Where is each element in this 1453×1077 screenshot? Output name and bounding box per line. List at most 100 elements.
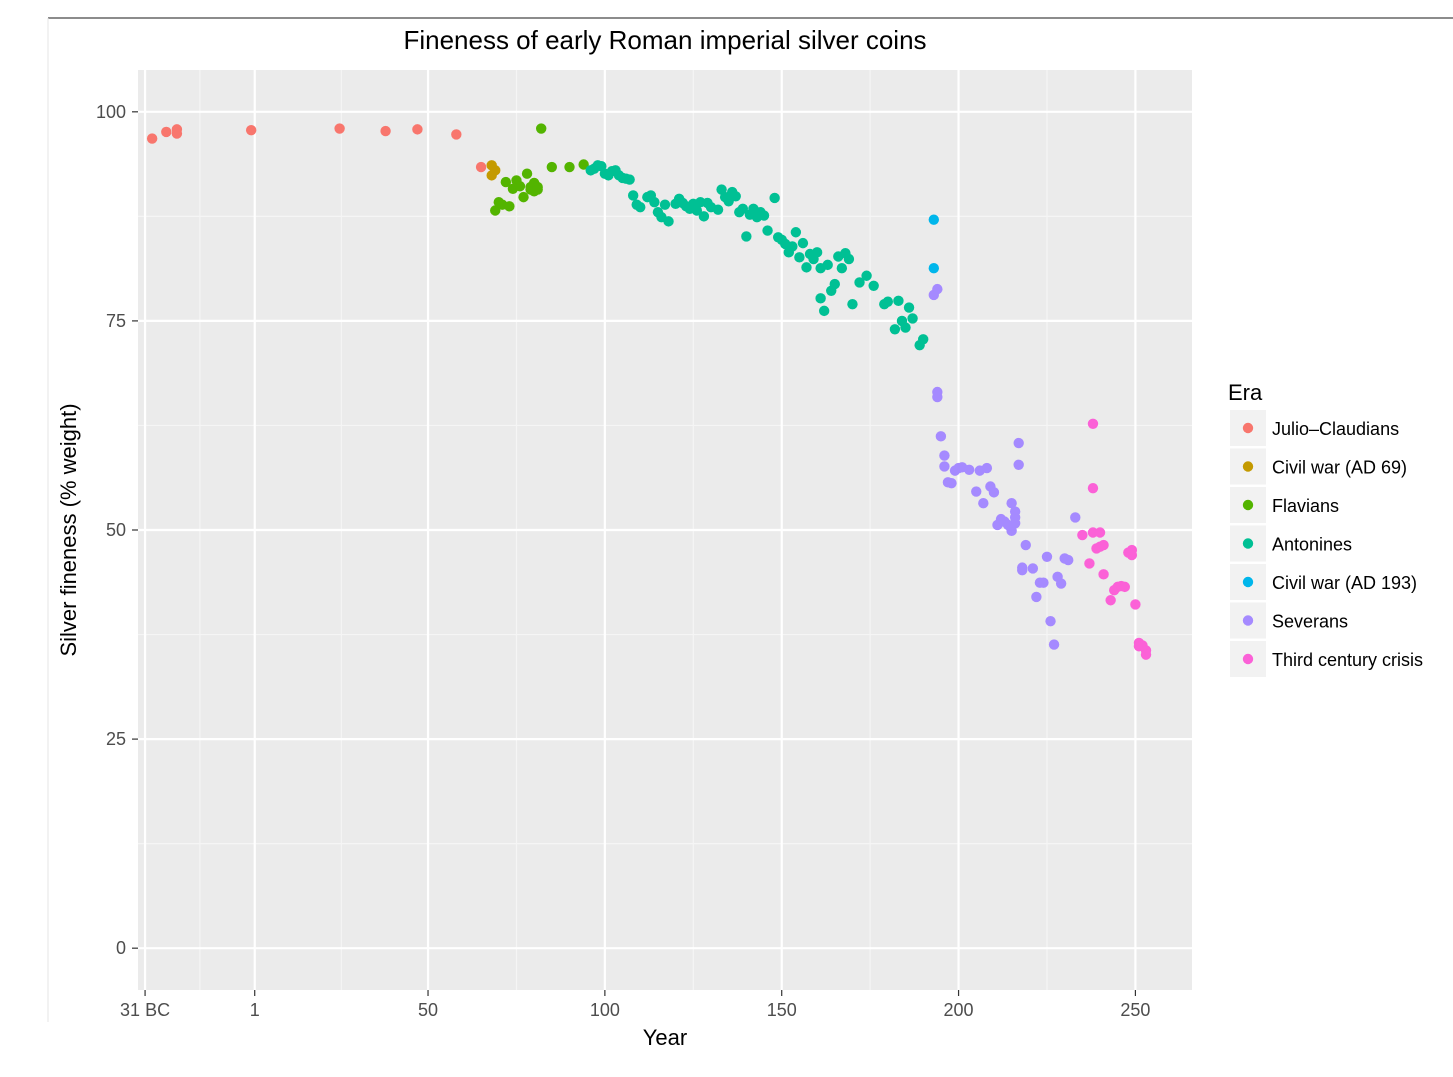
data-point	[146, 133, 158, 144]
data-point	[1087, 418, 1099, 429]
data-point	[762, 225, 773, 236]
data-point	[730, 191, 741, 202]
data-point	[1098, 569, 1109, 580]
data-point	[988, 487, 1000, 498]
legend-item: Severans	[1230, 602, 1348, 639]
major-gridlines	[138, 70, 1192, 990]
data-point	[1031, 591, 1042, 603]
data-point	[334, 123, 345, 134]
data-point	[1077, 529, 1088, 541]
series-2	[490, 123, 589, 216]
data-point	[903, 302, 915, 313]
data-point	[946, 477, 957, 489]
x-tick-label: 1	[250, 1000, 260, 1020]
data-point	[978, 498, 989, 509]
data-point	[1038, 577, 1049, 588]
series-0	[146, 123, 487, 173]
data-point	[380, 125, 391, 137]
data-point	[932, 283, 943, 295]
data-point	[963, 464, 975, 475]
data-point	[939, 450, 950, 461]
y-axis-title: Silver fineness (% weight)	[56, 403, 81, 656]
legend-item: Flavians	[1230, 487, 1339, 523]
data-point	[712, 204, 724, 215]
data-point	[627, 190, 639, 201]
chart-title: Fineness of early Roman imperial silver …	[403, 25, 926, 55]
legend-item: Antonines	[1230, 525, 1352, 562]
data-point	[1013, 459, 1024, 470]
data-point	[161, 126, 172, 138]
legend-label: Julio–Claudians	[1272, 419, 1399, 439]
data-point	[171, 128, 183, 139]
data-point	[451, 129, 462, 140]
data-point	[1063, 554, 1074, 566]
data-point	[1126, 549, 1138, 561]
data-point	[889, 324, 901, 335]
legend-swatch	[1242, 422, 1254, 434]
legend-item: Julio–Claudians	[1230, 410, 1399, 446]
data-point	[928, 263, 940, 274]
data-point	[737, 203, 749, 215]
data-point	[635, 201, 646, 213]
data-point	[843, 253, 855, 265]
y-tick-label: 25	[106, 729, 126, 749]
data-point	[245, 125, 257, 136]
legend-swatch	[1242, 499, 1254, 511]
data-point	[1020, 539, 1031, 551]
data-point	[536, 123, 547, 134]
data-point	[801, 262, 812, 273]
legend-swatch	[1242, 653, 1254, 665]
legend-label: Third century crisis	[1272, 650, 1423, 670]
series-3	[585, 160, 929, 351]
series-4	[928, 214, 940, 274]
legend-swatch	[1242, 538, 1254, 549]
data-point	[847, 298, 858, 310]
x-axis: 31 BC 1 50 100 150 200 250	[120, 990, 1150, 1020]
data-point	[521, 168, 533, 179]
x-tick-label: 31 BC	[120, 1000, 170, 1020]
data-point	[882, 296, 894, 307]
data-point	[1013, 437, 1024, 449]
data-point	[1017, 564, 1028, 576]
legend-label: Flavians	[1272, 496, 1339, 516]
data-point	[1087, 482, 1099, 494]
x-tick-label: 150	[767, 1000, 797, 1020]
data-point	[893, 295, 904, 307]
legend-label: Civil war (AD 193)	[1272, 573, 1417, 593]
data-point	[829, 278, 840, 290]
legend-label: Severans	[1272, 612, 1348, 632]
series-1	[486, 160, 501, 181]
data-point	[691, 205, 703, 216]
data-point	[624, 174, 635, 185]
data-point	[836, 263, 848, 274]
data-point	[907, 313, 918, 324]
data-point	[514, 181, 526, 192]
series-5	[928, 283, 1081, 650]
data-point	[504, 201, 515, 212]
data-point	[1140, 649, 1152, 660]
data-point	[546, 161, 558, 173]
data-point	[758, 210, 770, 221]
legend-label: Antonines	[1272, 535, 1352, 555]
data-point	[490, 205, 501, 216]
legend: Era Julio–Claudians Civil war (AD 69) Flav…	[1228, 380, 1423, 677]
legend-swatch	[1242, 615, 1254, 626]
data-point	[787, 241, 798, 252]
legend-label: Civil war (AD 69)	[1272, 458, 1407, 478]
data-point	[935, 431, 947, 442]
legend-swatch	[1242, 461, 1254, 472]
x-tick-label: 50	[418, 1000, 438, 1020]
data-point	[932, 391, 943, 403]
data-point	[1084, 558, 1095, 569]
data-point	[868, 280, 879, 291]
data-point	[1094, 527, 1106, 538]
data-point	[1045, 615, 1056, 627]
data-point	[578, 159, 589, 170]
data-point	[1105, 595, 1116, 606]
x-tick-label: 100	[590, 1000, 620, 1020]
data-point	[1055, 578, 1067, 589]
data-point	[1070, 512, 1081, 523]
data-point	[698, 211, 710, 222]
